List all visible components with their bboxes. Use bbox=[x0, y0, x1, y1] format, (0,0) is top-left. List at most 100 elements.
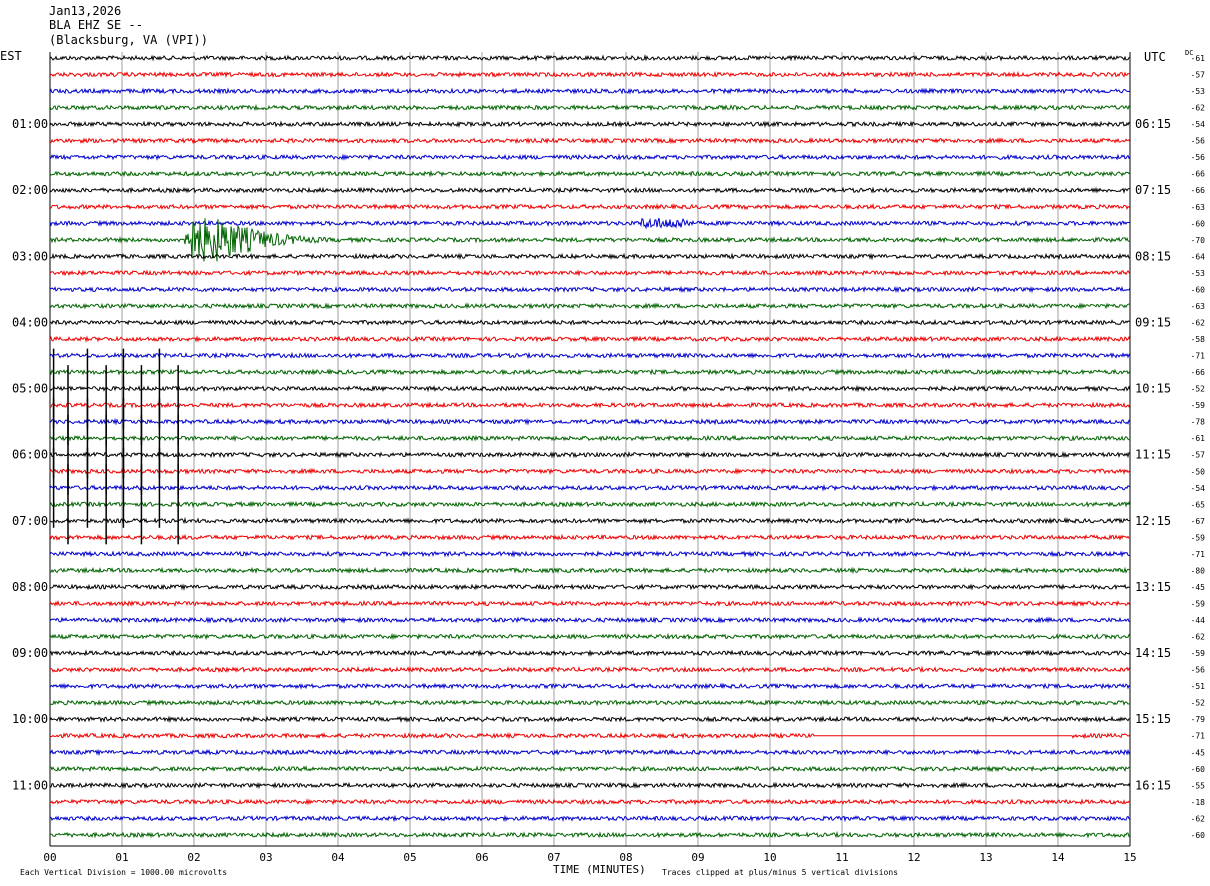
right-hour-label: 08:15 bbox=[1135, 249, 1171, 263]
seismic-trace bbox=[49, 103, 1131, 112]
right-hour-label: 06:15 bbox=[1135, 117, 1171, 131]
seismic-trace bbox=[49, 483, 1131, 492]
seismic-trace bbox=[49, 54, 1131, 62]
dc-offset-label: -62 bbox=[1191, 633, 1206, 642]
dc-offset-label: -62 bbox=[1191, 814, 1206, 823]
x-tick-label: 11 bbox=[835, 851, 848, 864]
seismic-trace bbox=[49, 351, 1131, 360]
seismic-trace bbox=[49, 368, 1131, 376]
left-hour-label: 02:00 bbox=[12, 183, 48, 197]
x-axis-title: TIME (MINUTES) bbox=[553, 863, 646, 876]
left-hour-label: 03:00 bbox=[12, 249, 48, 263]
dc-offset-label: -66 bbox=[1191, 368, 1206, 377]
seismic-trace bbox=[49, 814, 1131, 823]
spike-group bbox=[52, 348, 179, 545]
right-hour-label: 13:15 bbox=[1135, 580, 1171, 594]
dc-offset-label: -18 bbox=[1191, 798, 1206, 807]
left-hour-label: 01:00 bbox=[12, 117, 48, 131]
seismic-trace bbox=[49, 781, 1131, 790]
grid-lines bbox=[49, 52, 1131, 847]
dc-offset-label: -79 bbox=[1191, 715, 1206, 724]
dc-offset-label: -59 bbox=[1191, 599, 1206, 608]
seismic-trace bbox=[49, 252, 1131, 261]
x-tick-label: 02 bbox=[187, 851, 200, 864]
seismic-trace bbox=[49, 699, 1131, 707]
x-tick-label: 00 bbox=[43, 851, 56, 864]
dc-offset-label: -56 bbox=[1191, 137, 1206, 146]
seismic-trace bbox=[49, 169, 1131, 178]
x-tick-label: 13 bbox=[979, 851, 992, 864]
date-label: Jan13,2026 bbox=[49, 4, 122, 18]
x-tick-label: 08 bbox=[619, 851, 632, 864]
left-timezone-label: EST bbox=[0, 49, 22, 63]
channel-label: BLA EHZ SE -- bbox=[49, 18, 143, 32]
dc-offset-label: -67 bbox=[1191, 517, 1206, 526]
dc-offset-label: -53 bbox=[1191, 87, 1206, 96]
dc-offset-label: -61 bbox=[1191, 434, 1206, 443]
dc-offset-label: -59 bbox=[1191, 401, 1206, 410]
dc-offset-label: -60 bbox=[1191, 285, 1206, 294]
dc-offset-label: -45 bbox=[1191, 583, 1206, 592]
right-hour-label: 07:15 bbox=[1135, 183, 1171, 197]
right-hour-label: 10:15 bbox=[1135, 382, 1171, 396]
right-hour-label: 16:15 bbox=[1135, 778, 1171, 792]
dc-offset-label: -65 bbox=[1191, 500, 1206, 509]
dc-offset-label: -57 bbox=[1191, 451, 1206, 460]
x-tick-label: 04 bbox=[331, 851, 345, 864]
seismic-trace bbox=[49, 533, 1131, 542]
x-tick-label: 10 bbox=[763, 851, 776, 864]
dc-offset-label: -58 bbox=[1191, 335, 1206, 344]
seismic-trace bbox=[49, 401, 1131, 409]
x-tick-label: 15 bbox=[1123, 851, 1136, 864]
seismic-trace bbox=[49, 748, 1131, 757]
left-hour-label: 05:00 bbox=[12, 382, 48, 396]
dc-offset-label: -52 bbox=[1191, 385, 1206, 394]
dc-offset-label: -53 bbox=[1191, 269, 1206, 278]
seismic-trace bbox=[49, 765, 1131, 773]
dc-offset-labels: -61 -57 -53 -62 -54 -56 -56 -66 -66 -63 -60 -70 -64 -… bbox=[1191, 54, 1206, 840]
x-tick-label: 07 bbox=[547, 851, 560, 864]
dc-offset-label: -45 bbox=[1191, 748, 1206, 757]
seismic-trace bbox=[49, 335, 1131, 343]
dc-offset-label: -78 bbox=[1191, 418, 1206, 427]
seismic-trace bbox=[49, 583, 1131, 591]
dc-offset-label: -59 bbox=[1191, 649, 1206, 658]
seismic-trace bbox=[49, 218, 1131, 262]
left-hour-label: 10:00 bbox=[12, 712, 48, 726]
seismic-trace bbox=[49, 550, 1131, 558]
dc-header-label: DC bbox=[1185, 49, 1194, 57]
scale-note: Each Vertical Division = 1000.00 microvo… bbox=[20, 868, 228, 877]
dc-offset-label: -63 bbox=[1191, 203, 1206, 212]
right-hour-label: 09:15 bbox=[1135, 315, 1171, 329]
location-label: (Blacksburg, VA (VPI)) bbox=[49, 33, 208, 47]
x-tick-labels: 00 01 02 03 04 05 06 07 08 09 10 11 12 13 14 15 bbox=[43, 851, 1136, 864]
dc-offset-label: -54 bbox=[1191, 120, 1206, 129]
dc-offset-label: -50 bbox=[1191, 467, 1206, 476]
seismic-trace bbox=[49, 87, 1131, 95]
dc-offset-label: -54 bbox=[1191, 484, 1206, 493]
seismic-trace bbox=[49, 302, 1131, 310]
dc-offset-label: -70 bbox=[1191, 236, 1206, 245]
left-hour-label: 07:00 bbox=[12, 514, 48, 528]
seismic-trace bbox=[49, 136, 1131, 145]
seismic-trace bbox=[49, 285, 1131, 294]
seismic-trace bbox=[49, 467, 1131, 475]
right-hour-label: 14:15 bbox=[1135, 646, 1171, 660]
x-tick-label: 12 bbox=[907, 851, 920, 864]
right-hour-label: 15:15 bbox=[1135, 712, 1171, 726]
x-tick-label: 01 bbox=[115, 851, 128, 864]
dc-offset-label: -60 bbox=[1191, 831, 1206, 840]
dc-offset-label: -55 bbox=[1191, 781, 1206, 790]
dc-offset-label: -52 bbox=[1191, 699, 1206, 708]
right-hour-label: 12:15 bbox=[1135, 514, 1171, 528]
seismic-trace bbox=[49, 516, 1131, 525]
seismic-trace bbox=[49, 830, 1131, 839]
seismic-trace bbox=[49, 434, 1131, 442]
dc-offset-label: -62 bbox=[1191, 318, 1206, 327]
dc-offset-label: -71 bbox=[1191, 550, 1206, 559]
dc-offset-label: -51 bbox=[1191, 682, 1206, 691]
left-hour-label: 06:00 bbox=[12, 448, 48, 462]
seismic-trace bbox=[49, 665, 1131, 674]
x-tick-label: 09 bbox=[691, 851, 704, 864]
